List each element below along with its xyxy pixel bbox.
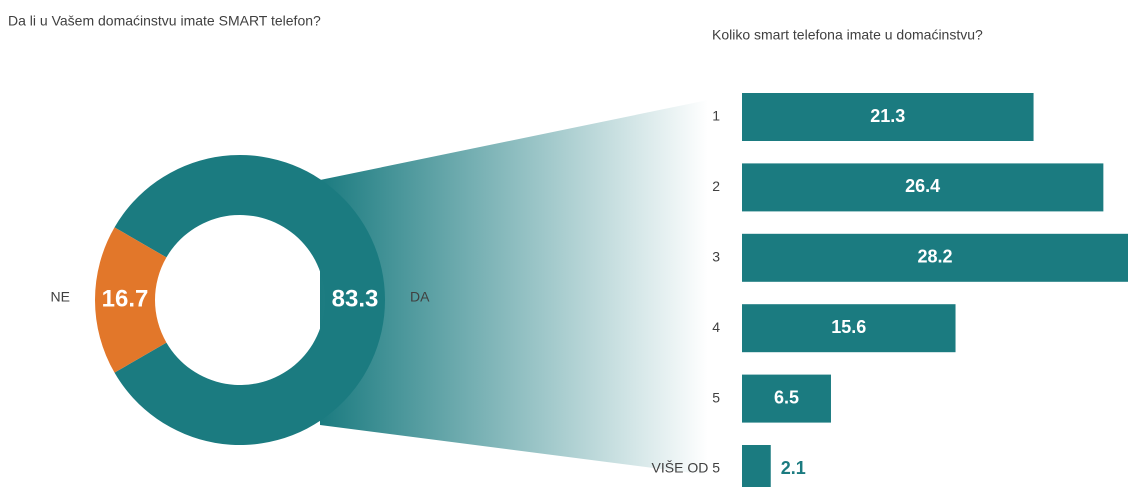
bar-title: Koliko smart telefona imate u domaćinstv… xyxy=(712,27,983,43)
category-label: 4 xyxy=(712,319,720,335)
donut-slice xyxy=(94,227,167,373)
bar xyxy=(742,163,1104,212)
donut-title: Da li u Vašem domaćinstvu imate SMART te… xyxy=(8,13,321,29)
value-label: 6.5 xyxy=(774,387,799,407)
category-label: VIŠE OD 5 xyxy=(652,460,721,476)
value-label: 16.7 xyxy=(102,285,149,312)
value-label: 28.2 xyxy=(917,247,952,267)
bar xyxy=(742,233,1128,282)
value-label: 83.3 xyxy=(332,285,379,312)
category-label: 5 xyxy=(712,389,720,405)
bar xyxy=(742,445,771,487)
value-label: 21.3 xyxy=(870,106,905,126)
bar xyxy=(742,374,831,423)
value-label: 2.1 xyxy=(781,458,806,478)
category-label: 2 xyxy=(712,178,720,194)
value-label: 15.6 xyxy=(831,317,866,337)
donut-slice xyxy=(114,155,385,445)
bar xyxy=(742,93,1034,141)
bar xyxy=(742,304,956,353)
category-label: NE xyxy=(51,289,70,305)
category-label: DA xyxy=(410,289,430,305)
connector-fan xyxy=(320,100,708,475)
value-label: 26.4 xyxy=(905,176,940,196)
category-label: 1 xyxy=(712,108,720,124)
category-label: 3 xyxy=(712,249,720,265)
